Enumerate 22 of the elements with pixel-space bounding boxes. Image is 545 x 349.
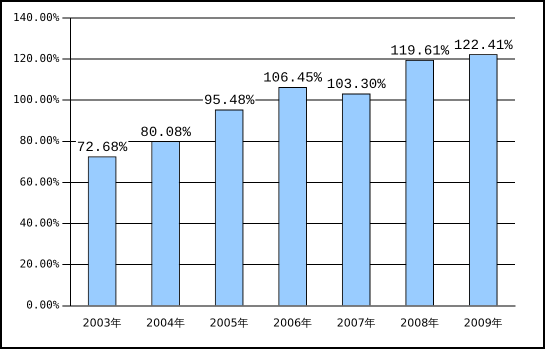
x-tick-label: 2006年 bbox=[273, 316, 312, 330]
y-tick-label: 20.00% bbox=[20, 258, 60, 271]
y-tick-label: 60.00% bbox=[20, 175, 60, 188]
y-tick-label: 0.00% bbox=[26, 298, 60, 312]
x-tick-label: 2007年 bbox=[336, 316, 376, 330]
y-tick-label: 80.00% bbox=[20, 134, 60, 148]
x-tick-label: 2009年 bbox=[464, 316, 503, 330]
data-label: 106.45% bbox=[263, 70, 323, 87]
data-label: 72.68% bbox=[76, 140, 128, 156]
data-label: 80.08% bbox=[140, 124, 192, 141]
y-tick-label: 140.00% bbox=[13, 10, 60, 24]
data-label: 103.30% bbox=[326, 77, 386, 94]
x-tick-label: 2005年 bbox=[210, 316, 249, 330]
data-label: 119.61% bbox=[390, 44, 450, 60]
y-tick-label: 120.00% bbox=[13, 52, 60, 65]
x-tick-label: 2004年 bbox=[146, 316, 186, 330]
data-label: 95.48% bbox=[204, 93, 255, 110]
y-tick-label: 40.00% bbox=[20, 216, 60, 230]
x-tick-label: 2003年 bbox=[82, 316, 122, 330]
data-label: 122.41% bbox=[454, 38, 514, 54]
y-tick-label: 100.00% bbox=[13, 93, 60, 106]
x-tick-label: 2008年 bbox=[400, 316, 440, 330]
